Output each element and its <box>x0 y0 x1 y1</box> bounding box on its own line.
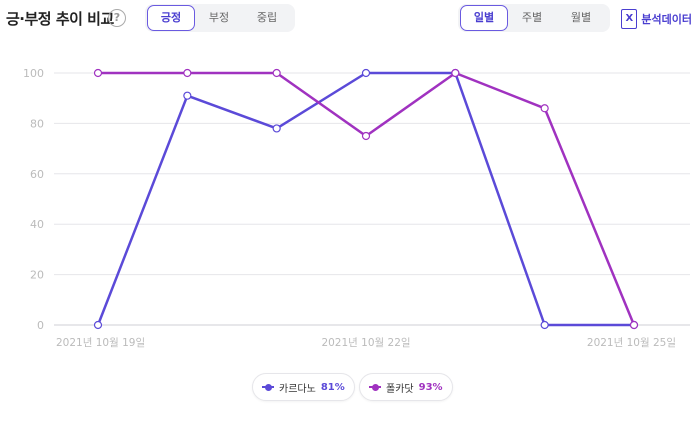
chart-grid <box>54 72 690 326</box>
page-title: 긍·부정 추이 비교 <box>6 10 114 28</box>
legend-marker-icon <box>369 383 381 391</box>
legend-percent: 93% <box>418 381 443 393</box>
data-point-series-2 <box>540 104 549 113</box>
y-tick-label: 40 <box>30 218 44 231</box>
tab-monthly[interactable]: 월별 <box>570 11 592 24</box>
legend-item-cardano[interactable]: 카르다노 81% <box>252 373 355 401</box>
chart-lines <box>96 71 636 327</box>
y-axis-ticks: 0 20 40 60 80 100 <box>23 67 44 332</box>
tab-weekly[interactable]: 주별 <box>521 11 543 24</box>
data-point-series-1 <box>183 91 192 100</box>
legend-percent: 81% <box>320 381 345 393</box>
legend-label: 폴카닷 <box>386 383 414 395</box>
series-line-1 <box>96 71 634 327</box>
data-point-series-2 <box>629 320 639 330</box>
export-data-button[interactable]: X 분석데이터 <box>621 9 692 29</box>
data-point-series-2 <box>93 68 103 78</box>
data-point-series-2 <box>183 68 192 78</box>
tab-daily[interactable]: 일별 <box>460 5 508 31</box>
period-tabs: 일별 주별 월별 <box>458 4 610 32</box>
y-tick-label: 60 <box>30 168 44 181</box>
excel-icon: X <box>621 9 638 29</box>
tab-negative[interactable]: 부정 <box>208 11 230 24</box>
tab-neutral[interactable]: 중립 <box>256 11 278 24</box>
help-icon[interactable]: ? <box>108 9 126 27</box>
data-point-series-1 <box>361 68 371 78</box>
y-tick-label: 100 <box>23 67 44 80</box>
legend-item-polkadot[interactable]: 폴카닷 93% <box>359 373 453 401</box>
legend-marker-icon <box>262 383 274 391</box>
data-point-series-2 <box>451 68 460 78</box>
y-tick-label: 20 <box>30 269 44 282</box>
export-data-label: 분석데이터 <box>641 13 692 26</box>
y-tick-label: 0 <box>37 319 44 332</box>
data-point-series-1 <box>540 320 549 330</box>
x-tick-label: 2021년 10월 22일 <box>321 336 410 349</box>
legend-label: 카르다노 <box>279 383 316 395</box>
x-axis-ticks: 2021년 10월 19일 2021년 10월 22일 2021년 10월 25일 <box>56 336 676 349</box>
tab-positive[interactable]: 긍정 <box>147 5 195 31</box>
series-line-2 <box>98 71 636 326</box>
sentiment-tabs: 긍정 부정 중립 <box>145 4 295 32</box>
y-tick-label: 80 <box>30 117 44 130</box>
x-tick-label: 2021년 10월 19일 <box>56 336 145 349</box>
x-tick-label: 2021년 10월 25일 <box>587 336 676 349</box>
data-point-series-1 <box>272 124 281 133</box>
data-point-series-1 <box>93 320 103 330</box>
chart-points <box>93 68 639 330</box>
data-point-series-2 <box>272 68 281 78</box>
data-point-series-2 <box>361 131 371 141</box>
